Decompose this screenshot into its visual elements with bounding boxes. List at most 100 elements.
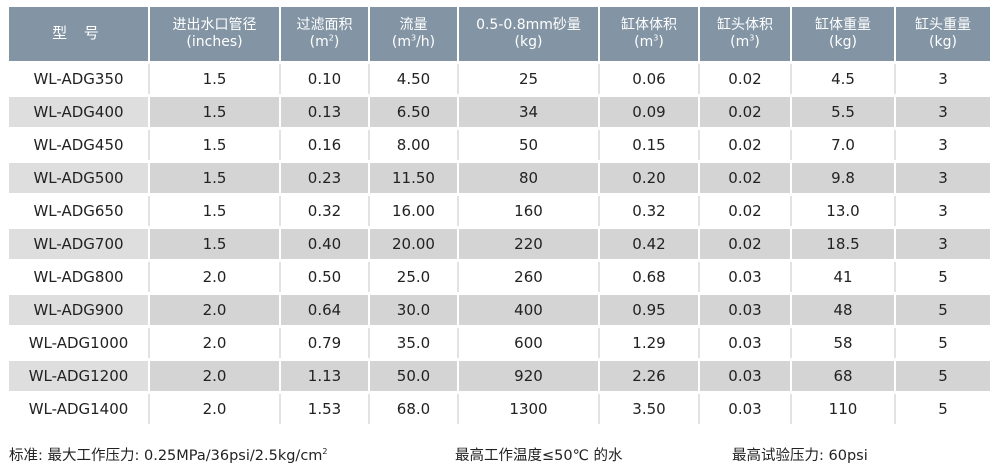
cell-sand-amount: 80 — [458, 161, 600, 196]
cell-model: WL-ADG350 — [9, 62, 150, 97]
cell-model: WL-ADG900 — [9, 293, 150, 328]
table-row: WL-ADG650 1.5 0.32 16.00 160 0.32 0.02 13.0 3 — [9, 194, 990, 229]
cell-tank-volume: 0.68 — [599, 260, 700, 295]
cell-flow-rate: 8.00 — [369, 128, 459, 163]
cell-pipe-diameter: 1.5 — [149, 194, 281, 229]
cell-head-volume: 0.03 — [699, 359, 792, 394]
header-head-weight: 缸头重量 (kg) — [895, 7, 990, 64]
cell-flow-rate: 6.50 — [369, 95, 459, 130]
cell-pipe-diameter: 1.5 — [149, 62, 281, 97]
cell-sand-amount: 600 — [458, 326, 600, 361]
cell-head-volume: 0.02 — [699, 161, 792, 196]
cell-flow-rate: 25.0 — [369, 260, 459, 295]
cell-head-volume: 0.02 — [699, 62, 792, 97]
cell-tank-weight: 9.8 — [791, 161, 896, 196]
footer-test-pressure: 最高试验压力: 60psi — [732, 448, 868, 464]
cell-pipe-diameter: 1.5 — [149, 227, 281, 262]
cell-tank-weight: 68 — [791, 359, 896, 394]
table-row: WL-ADG500 1.5 0.23 11.50 80 0.20 0.02 9.8 3 — [9, 161, 990, 196]
cell-flow-rate: 30.0 — [369, 293, 459, 328]
cell-tank-weight: 110 — [791, 392, 896, 427]
cell-pipe-diameter: 1.5 — [149, 95, 281, 130]
cell-sand-amount: 260 — [458, 260, 600, 295]
cell-model: WL-ADG800 — [9, 260, 150, 295]
cell-head-volume: 0.03 — [699, 260, 792, 295]
cell-tank-volume: 1.29 — [599, 326, 700, 361]
cell-pipe-diameter: 2.0 — [149, 326, 281, 361]
cell-sand-amount: 34 — [458, 95, 600, 130]
cell-tank-volume: 2.26 — [599, 359, 700, 394]
cell-head-weight: 3 — [895, 128, 990, 163]
footer-temperature: 最高工作温度≤50℃ 的水 — [455, 448, 623, 464]
cell-model: WL-ADG1200 — [9, 359, 150, 394]
cell-tank-volume: 0.32 — [599, 194, 700, 229]
cell-tank-volume: 0.06 — [599, 62, 700, 97]
cell-sand-amount: 160 — [458, 194, 600, 229]
cell-model: WL-ADG700 — [9, 227, 150, 262]
cell-pipe-diameter: 2.0 — [149, 392, 281, 427]
cell-filter-area: 0.50 — [280, 260, 370, 295]
header-tank-volume: 缸体体积 (m3) — [599, 7, 700, 64]
cell-head-weight: 3 — [895, 227, 990, 262]
cell-head-weight: 5 — [895, 260, 990, 295]
cell-flow-rate: 16.00 — [369, 194, 459, 229]
cell-pipe-diameter: 2.0 — [149, 260, 281, 295]
cell-pipe-diameter: 2.0 — [149, 359, 281, 394]
cell-filter-area: 0.79 — [280, 326, 370, 361]
cell-tank-weight: 18.5 — [791, 227, 896, 262]
table-row: WL-ADG450 1.5 0.16 8.00 50 0.15 0.02 7.0 3 — [9, 128, 990, 163]
cell-flow-rate: 4.50 — [369, 62, 459, 97]
cell-head-weight: 3 — [895, 95, 990, 130]
cell-filter-area: 0.40 — [280, 227, 370, 262]
cell-head-volume: 0.02 — [699, 227, 792, 262]
cell-flow-rate: 11.50 — [369, 161, 459, 196]
cell-model: WL-ADG1400 — [9, 392, 150, 427]
table-row: WL-ADG1200 2.0 1.13 50.0 920 2.26 0.03 68 5 — [9, 359, 990, 394]
cell-model: WL-ADG650 — [9, 194, 150, 229]
cell-filter-area: 0.23 — [280, 161, 370, 196]
cell-head-weight: 5 — [895, 326, 990, 361]
cell-sand-amount: 920 — [458, 359, 600, 394]
header-head-volume: 缸头体积 (m3) — [699, 7, 792, 64]
table-row: WL-ADG350 1.5 0.10 4.50 25 0.06 0.02 4.5 3 — [9, 62, 990, 97]
cell-filter-area: 1.13 — [280, 359, 370, 394]
cell-head-weight: 3 — [895, 161, 990, 196]
cell-tank-weight: 7.0 — [791, 128, 896, 163]
spec-table: 型 号 进出水口管径 (inches) 过滤面积 (m2) 流量 (m3/h) 0.5… — [9, 7, 990, 427]
cell-model: WL-ADG400 — [9, 95, 150, 130]
cell-sand-amount: 25 — [458, 62, 600, 97]
cell-tank-weight: 58 — [791, 326, 896, 361]
cell-head-volume: 0.03 — [699, 392, 792, 427]
table-row: WL-ADG1400 2.0 1.53 68.0 1300 3.50 0.03 110 5 — [9, 392, 990, 427]
table-row: WL-ADG800 2.0 0.50 25.0 260 0.68 0.03 41 5 — [9, 260, 990, 295]
cell-sand-amount: 50 — [458, 128, 600, 163]
cell-pipe-diameter: 1.5 — [149, 161, 281, 196]
cell-filter-area: 0.16 — [280, 128, 370, 163]
cell-pipe-diameter: 1.5 — [149, 128, 281, 163]
cell-flow-rate: 68.0 — [369, 392, 459, 427]
header-flow-rate: 流量 (m3/h) — [369, 7, 459, 64]
cell-head-weight: 3 — [895, 194, 990, 229]
cell-sand-amount: 220 — [458, 227, 600, 262]
cell-tank-weight: 5.5 — [791, 95, 896, 130]
cell-head-volume: 0.03 — [699, 293, 792, 328]
header-tank-weight: 缸体重量 (kg) — [791, 7, 896, 64]
cell-tank-weight: 13.0 — [791, 194, 896, 229]
cell-head-volume: 0.02 — [699, 128, 792, 163]
cell-flow-rate: 35.0 — [369, 326, 459, 361]
cell-tank-volume: 0.09 — [599, 95, 700, 130]
cell-tank-volume: 0.15 — [599, 128, 700, 163]
cell-head-weight: 5 — [895, 359, 990, 394]
cell-tank-volume: 3.50 — [599, 392, 700, 427]
cell-sand-amount: 400 — [458, 293, 600, 328]
cell-tank-volume: 0.20 — [599, 161, 700, 196]
cell-head-volume: 0.02 — [699, 194, 792, 229]
cell-pipe-diameter: 2.0 — [149, 293, 281, 328]
header-sand-amount: 0.5-0.8mm砂量 (kg) — [458, 7, 600, 64]
header-filter-area: 过滤面积 (m2) — [280, 7, 370, 64]
cell-head-weight: 3 — [895, 62, 990, 97]
table-row: WL-ADG1000 2.0 0.79 35.0 600 1.29 0.03 58 5 — [9, 326, 990, 361]
table-row: WL-ADG400 1.5 0.13 6.50 34 0.09 0.02 5.5 3 — [9, 95, 990, 130]
cell-head-volume: 0.02 — [699, 95, 792, 130]
cell-tank-weight: 48 — [791, 293, 896, 328]
